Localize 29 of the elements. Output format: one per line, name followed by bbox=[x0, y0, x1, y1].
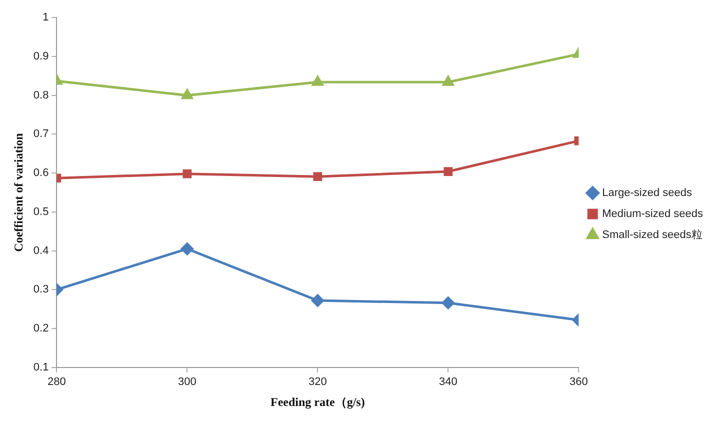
y-tick-label: 0.6 bbox=[33, 167, 49, 180]
point bbox=[182, 89, 193, 100]
x-tick-label: 320 bbox=[308, 376, 327, 388]
point bbox=[180, 242, 194, 256]
point bbox=[442, 76, 454, 86]
point bbox=[311, 294, 324, 307]
y-tick-label: 1 bbox=[42, 12, 49, 24]
legend-label: Small-sized seeds粒 bbox=[602, 229, 702, 242]
point bbox=[442, 296, 454, 310]
y-tick-label: 0.5 bbox=[33, 206, 49, 218]
point bbox=[444, 167, 453, 176]
y-axis-title: Coefficient of variation bbox=[11, 132, 26, 252]
y-tick-label: 0.7 bbox=[33, 128, 49, 140]
y-tick-label: 0.3 bbox=[33, 284, 49, 296]
y-tick-label: 0.4 bbox=[33, 244, 49, 257]
legend-label: Medium-sized seeds bbox=[602, 208, 704, 220]
x-axis-title: Feeding rate（g/s) bbox=[270, 394, 365, 409]
y-tick-label: 0.2 bbox=[33, 322, 49, 335]
x-tick-label: 300 bbox=[178, 376, 196, 388]
y-tick-label: 0.1 bbox=[33, 361, 49, 374]
x-tick-label: 360 bbox=[569, 376, 588, 388]
legend-label: Large-sized seeds bbox=[602, 187, 693, 200]
x-tick-label: 280 bbox=[48, 376, 66, 388]
point bbox=[313, 172, 322, 181]
point bbox=[182, 169, 192, 178]
y-tick-label: 0.9 bbox=[33, 50, 49, 62]
point bbox=[312, 76, 324, 86]
y-tick-label: 0.8 bbox=[33, 89, 49, 102]
x-tick-label: 340 bbox=[438, 376, 458, 388]
